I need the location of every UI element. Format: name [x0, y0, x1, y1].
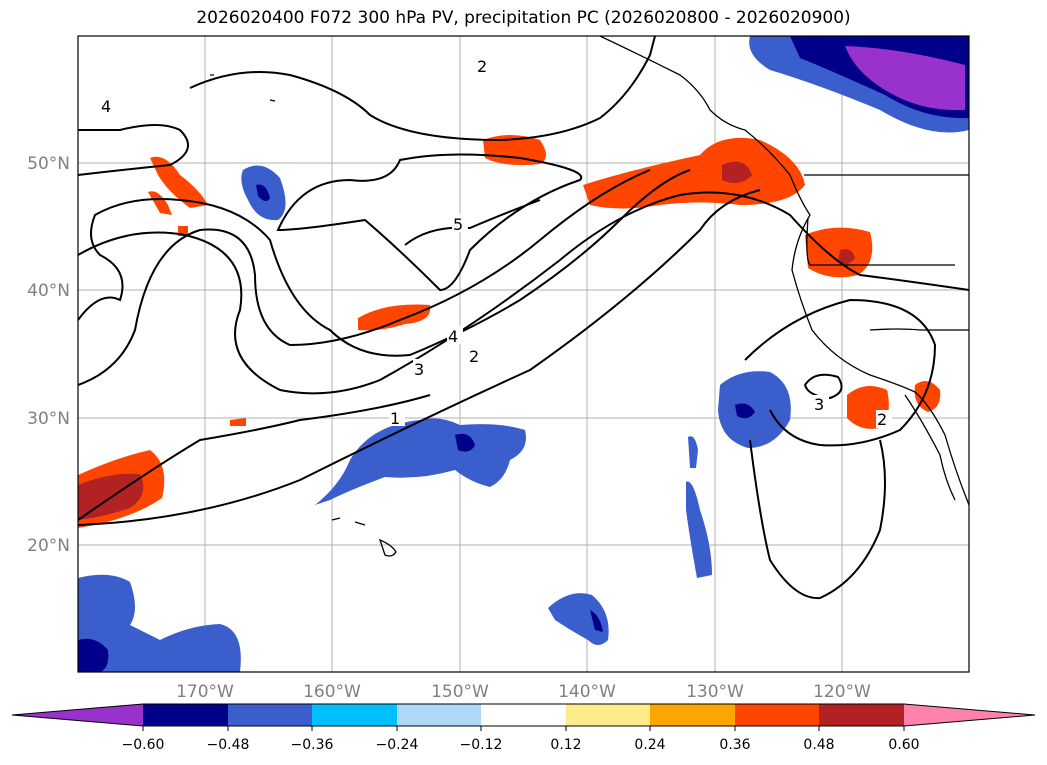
colorbar-segment	[819, 704, 904, 726]
colorbar-extend-min	[12, 704, 143, 726]
colorbar: −0.60 −0.48 −0.36 −0.24 −0.12 0.12 0.24 …	[11, 703, 1036, 753]
longitude-labels: 170°W 160°W 150°W 140°W 130°W 120°W	[176, 682, 871, 702]
colorbar-tick-label: −0.12	[460, 737, 503, 753]
colorbar-tick-label: −0.36	[291, 737, 334, 753]
contour-label: 3	[814, 395, 824, 414]
colorbar-tick-label: −0.48	[207, 737, 250, 753]
map-title: 2026020400 F072 300 hPa PV, precipitatio…	[196, 8, 851, 28]
coastlines	[210, 36, 969, 557]
lon-label: 170°W	[176, 682, 234, 702]
lat-label: 50°N	[27, 154, 70, 174]
latitude-labels: 50°N 40°N 30°N 20°N	[27, 154, 70, 556]
colorbar-tick-label: −0.60	[122, 737, 165, 753]
contour-label: 4	[101, 97, 111, 116]
negative-anomaly-fills	[78, 36, 969, 672]
colorbar-segment	[228, 704, 312, 726]
contour-label: 4	[448, 327, 458, 346]
lon-label: 120°W	[813, 682, 871, 702]
contour-labels: 4 2 5 4 2 3 1 3 2	[100, 56, 892, 429]
contour-label: 3	[414, 360, 424, 379]
colorbar-tick-label: 0.60	[888, 737, 919, 753]
plot-frame	[77, 35, 970, 673]
colorbar-segment	[143, 704, 228, 726]
pv-contours	[78, 36, 969, 600]
contour-label: 2	[477, 57, 487, 76]
colorbar-tick-label: 0.36	[719, 737, 750, 753]
colorbar-extend-max	[904, 704, 1035, 726]
colorbar-tick-label: 0.48	[803, 737, 834, 753]
positive-anomaly-fills	[78, 135, 941, 528]
lon-label: 150°W	[431, 682, 489, 702]
lat-label: 30°N	[27, 409, 70, 429]
colorbar-tick-label: −0.24	[376, 737, 419, 753]
contour-label: 5	[453, 215, 463, 234]
contour-label: 2	[469, 347, 479, 366]
lon-label: 130°W	[686, 682, 744, 702]
colorbar-segment	[650, 704, 735, 726]
colorbar-segment	[566, 704, 650, 726]
colorbar-segment	[481, 704, 566, 726]
colorbar-tick-label: 0.12	[550, 737, 581, 753]
lon-label: 140°W	[558, 682, 616, 702]
lat-label: 40°N	[27, 281, 70, 301]
colorbar-segment	[397, 704, 481, 726]
lon-label: 160°W	[303, 682, 361, 702]
lat-label: 20°N	[27, 536, 70, 556]
colorbar-tick-label: 0.24	[634, 737, 665, 753]
contour-label: 1	[390, 409, 400, 428]
colorbar-segment	[312, 704, 397, 726]
contour-label: 2	[877, 410, 887, 429]
colorbar-segment	[735, 704, 819, 726]
